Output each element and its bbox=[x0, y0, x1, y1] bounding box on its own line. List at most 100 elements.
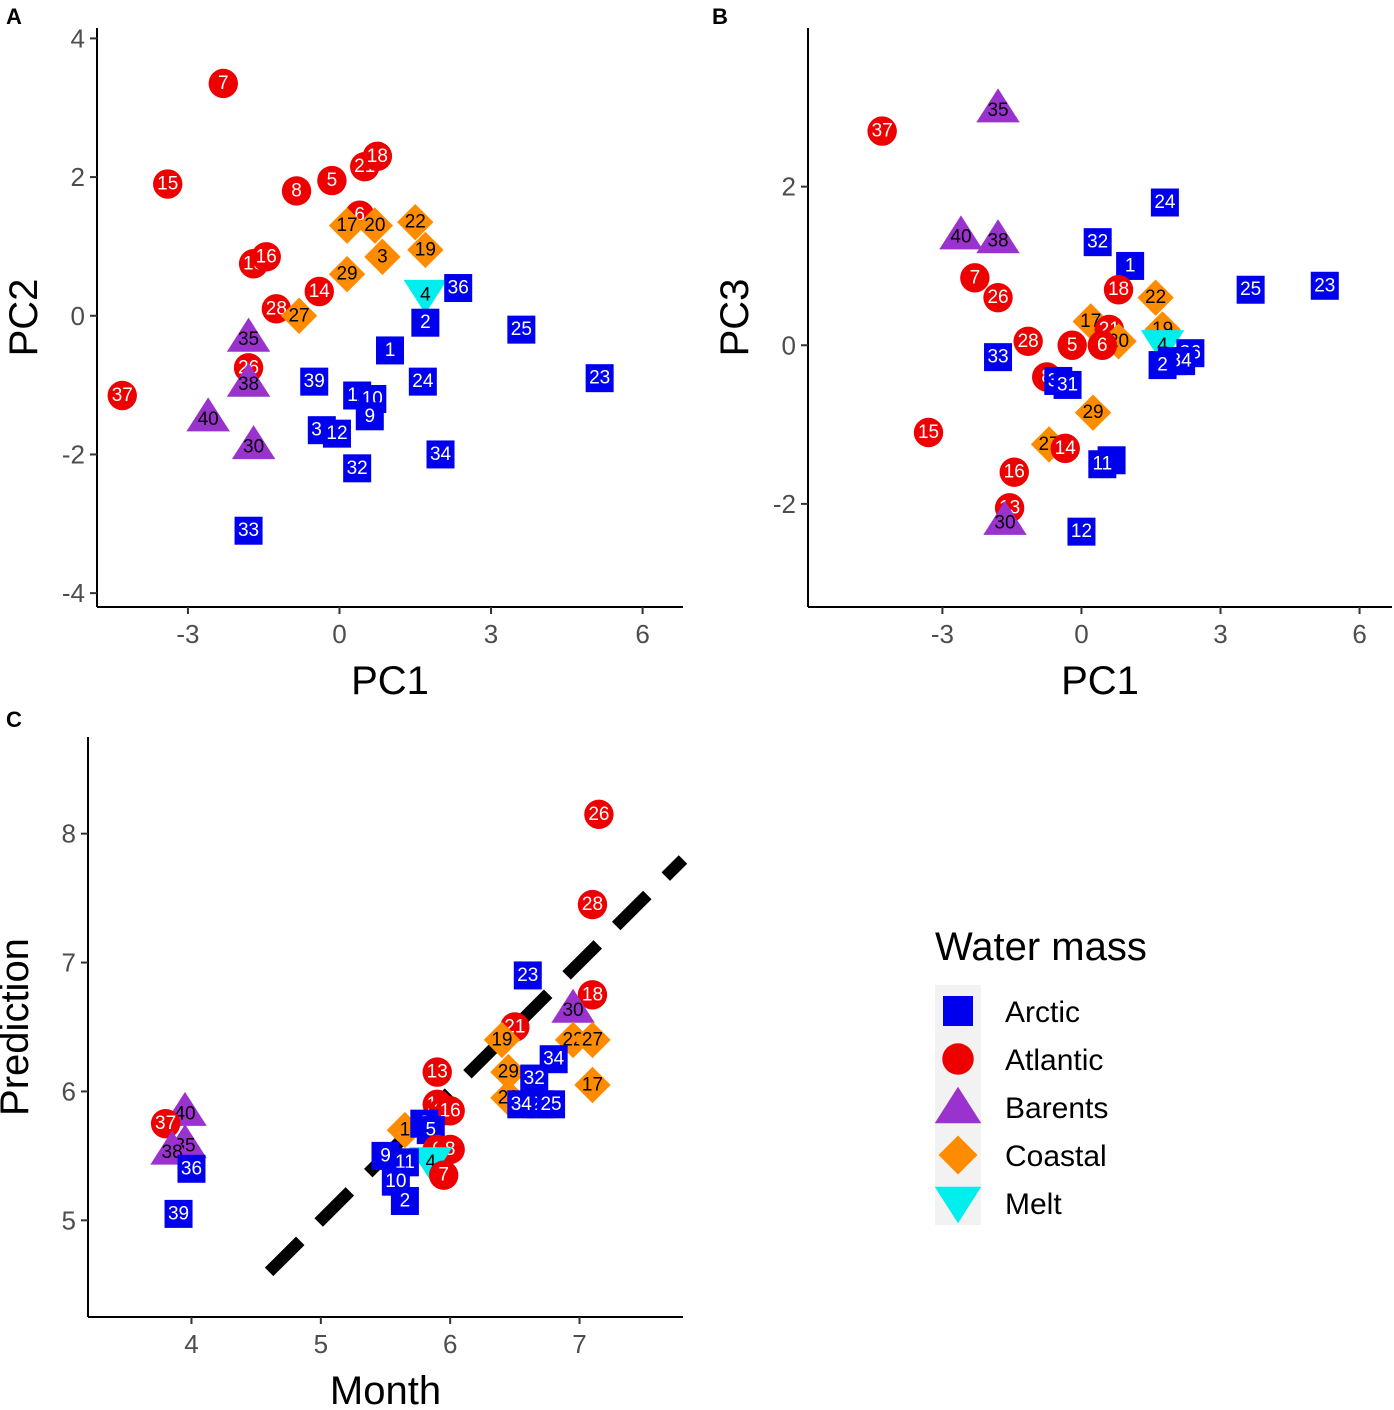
panel-b-point-40: 40 bbox=[939, 215, 983, 250]
diamond-icon bbox=[407, 231, 444, 269]
point-label: 5 bbox=[327, 170, 338, 191]
square-icon bbox=[1310, 271, 1339, 300]
point-label: 7 bbox=[218, 73, 229, 94]
point-label: 27 bbox=[288, 305, 309, 326]
legend-title: Water mass bbox=[935, 925, 1147, 969]
point-label: 40 bbox=[174, 1103, 195, 1124]
square-icon bbox=[1150, 188, 1179, 217]
panel-b-point-25: 25 bbox=[1236, 275, 1265, 304]
panel-a-y-axis-title: PC2 bbox=[2, 279, 46, 357]
panel-a-point-14: 14 bbox=[304, 276, 334, 307]
point-label: 3 bbox=[377, 246, 388, 267]
point-label: 4 bbox=[425, 1152, 436, 1173]
point-label: 6 bbox=[1097, 335, 1108, 356]
panel-a-point-3: 3 bbox=[364, 238, 401, 276]
panel-b-y-tick-label: 0 bbox=[782, 330, 796, 360]
panel-b-point-22: 22 bbox=[1137, 279, 1174, 316]
panel-a-point-25: 25 bbox=[507, 315, 536, 344]
panel-a-point-40: 40 bbox=[186, 397, 230, 432]
triangle-up-icon bbox=[231, 425, 276, 460]
panel-c-point-26: 26 bbox=[584, 799, 614, 830]
point-label: 38 bbox=[238, 374, 259, 395]
panel-b-point-11: 11 bbox=[1088, 450, 1117, 479]
point-label: 38 bbox=[987, 231, 1008, 252]
point-label: 37 bbox=[112, 385, 133, 406]
point-label: 16 bbox=[1004, 462, 1025, 483]
circle-icon bbox=[208, 68, 238, 99]
panel-c-x-axis-title: Month bbox=[330, 1369, 441, 1410]
panel-c-y-tick-label: 8 bbox=[62, 819, 76, 849]
square-icon bbox=[234, 516, 263, 545]
square-icon bbox=[507, 315, 536, 344]
point-label: 14 bbox=[1055, 438, 1077, 459]
legend-label: Melt bbox=[1005, 1188, 1062, 1221]
point-label: 17 bbox=[336, 215, 357, 236]
panel-c-point-34: 34 bbox=[507, 1090, 536, 1119]
panel-b-point-29: 29 bbox=[1074, 394, 1112, 431]
point-label: 34 bbox=[543, 1049, 565, 1070]
circle-icon bbox=[150, 1108, 181, 1139]
circle-icon bbox=[999, 457, 1029, 487]
triangle-up-icon bbox=[934, 1086, 982, 1124]
point-label: 22 bbox=[405, 212, 426, 233]
square-icon bbox=[1236, 275, 1265, 304]
point-label: 29 bbox=[1082, 402, 1103, 423]
panel-b-point-12: 12 bbox=[1067, 517, 1096, 546]
circle-icon bbox=[1103, 275, 1134, 305]
point-label: 13 bbox=[427, 1062, 448, 1083]
point-label: 15 bbox=[918, 422, 939, 443]
panel-b-point-31: 31 bbox=[1053, 370, 1082, 399]
panel-c-x-tick-label: 7 bbox=[572, 1329, 586, 1359]
panel-c-y-tick-label: 6 bbox=[62, 1076, 76, 1106]
point-label: 25 bbox=[1240, 279, 1261, 300]
point-label: 31 bbox=[1057, 374, 1078, 395]
point-label: 25 bbox=[511, 319, 532, 340]
square-icon bbox=[1053, 370, 1082, 399]
panel-c-x-tick-label: 6 bbox=[443, 1329, 457, 1359]
diamond-icon bbox=[938, 1135, 978, 1175]
diamond-icon bbox=[356, 207, 394, 244]
panel-a-x-tick-label: 3 bbox=[484, 619, 498, 649]
panel-b-point-30: 30 bbox=[983, 500, 1027, 535]
point-label: 26 bbox=[987, 287, 1008, 308]
point-label: 29 bbox=[498, 1062, 519, 1083]
panel-letter-c: C bbox=[6, 707, 22, 732]
diamond-icon bbox=[397, 203, 434, 241]
square-icon bbox=[355, 402, 384, 431]
point-label: 12 bbox=[326, 423, 347, 444]
panel-letter-b: B bbox=[712, 4, 728, 29]
diamond-icon bbox=[1074, 394, 1112, 431]
panel-a-point-36: 36 bbox=[444, 274, 473, 303]
point-label: 20 bbox=[364, 215, 385, 236]
point-label: 36 bbox=[448, 278, 469, 299]
panel-b-y-tick-label: 2 bbox=[782, 172, 796, 202]
point-label: 19 bbox=[491, 1029, 512, 1050]
circle-icon bbox=[960, 263, 990, 293]
circle-icon bbox=[107, 380, 137, 411]
panel-a-point-22: 22 bbox=[397, 203, 434, 241]
panel-b-x-tick-label: 6 bbox=[1352, 619, 1366, 649]
panel-b-point-6: 6 bbox=[1087, 330, 1118, 360]
point-label: 30 bbox=[243, 437, 264, 458]
panel-a-point-18: 18 bbox=[362, 141, 393, 171]
point-label: 40 bbox=[950, 227, 971, 248]
panel-a-point-9: 9 bbox=[355, 402, 384, 431]
panel-c-point-28: 28 bbox=[577, 889, 608, 920]
triangle-up-icon bbox=[186, 397, 230, 432]
square-icon bbox=[343, 454, 372, 483]
point-label: 18 bbox=[367, 146, 388, 167]
panel-b-point-24: 24 bbox=[1150, 188, 1179, 217]
point-label: 18 bbox=[582, 984, 603, 1005]
point-label: 24 bbox=[1154, 192, 1176, 213]
square-icon bbox=[943, 996, 973, 1026]
triangle-up-icon bbox=[939, 215, 983, 250]
panel-a-point-5: 5 bbox=[317, 165, 347, 196]
panel-c-y-axis-title: Prediction bbox=[0, 938, 37, 1116]
panel-c-point-13: 13 bbox=[422, 1057, 452, 1087]
square-icon bbox=[1067, 517, 1096, 546]
legend-item-coastal: Coastal bbox=[938, 1135, 1107, 1175]
point-label: 35 bbox=[238, 329, 259, 350]
point-label: 7 bbox=[438, 1165, 449, 1186]
panel-b-point-2: 2 bbox=[1148, 351, 1177, 380]
